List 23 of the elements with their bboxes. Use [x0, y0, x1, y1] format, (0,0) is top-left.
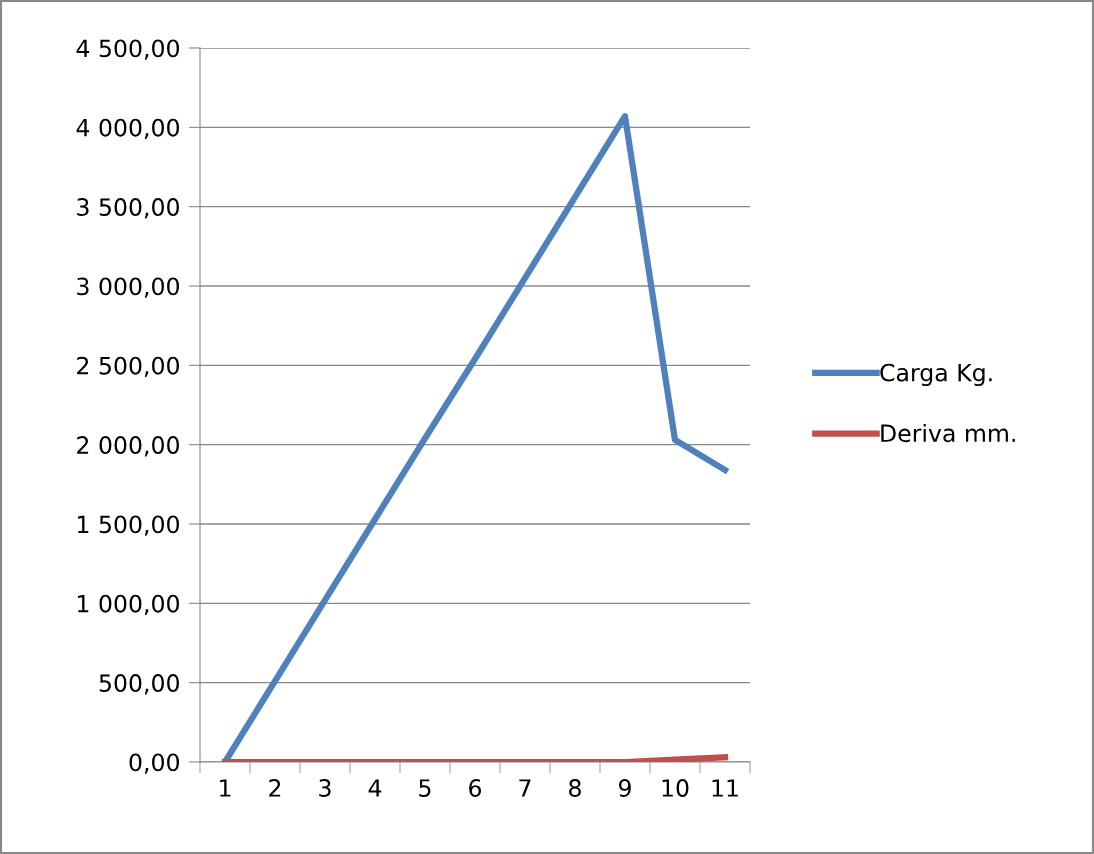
x-tick-label: 7: [519, 779, 531, 797]
x-tick-label: 5: [419, 779, 431, 797]
x-tick-label: 10: [662, 779, 689, 797]
y-tick-label: 0,00: [129, 753, 179, 774]
x-tick-label: 6: [469, 779, 482, 797]
y-tick-label: 1 000,00: [78, 594, 179, 616]
y-tick-label: 4 500,00: [76, 39, 179, 60]
y-tick-label: 2 500,00: [77, 356, 179, 378]
y-tick-label: 4 000,00: [76, 118, 179, 140]
x-tick-label: 9: [618, 779, 631, 797]
x-tick-label: 11: [712, 779, 738, 797]
y-tick-label: 500,00: [99, 674, 179, 695]
y-tick-label: 2 000,00: [77, 436, 179, 457]
x-tick-label: 4: [368, 779, 382, 797]
legend-label: Deriva mm.: [881, 423, 1015, 443]
x-tick-label: 1: [220, 779, 231, 797]
legend-label: Carga Kg.: [880, 363, 992, 387]
x-tick-label: 3: [319, 779, 331, 797]
y-tick-label: 1 500,00: [78, 515, 179, 536]
y-tick-label: 3 000,00: [77, 277, 179, 298]
x-tick-label: 2: [269, 779, 281, 797]
y-tick-label: 3 500,00: [77, 198, 179, 219]
x-tick-label: 8: [569, 779, 581, 797]
